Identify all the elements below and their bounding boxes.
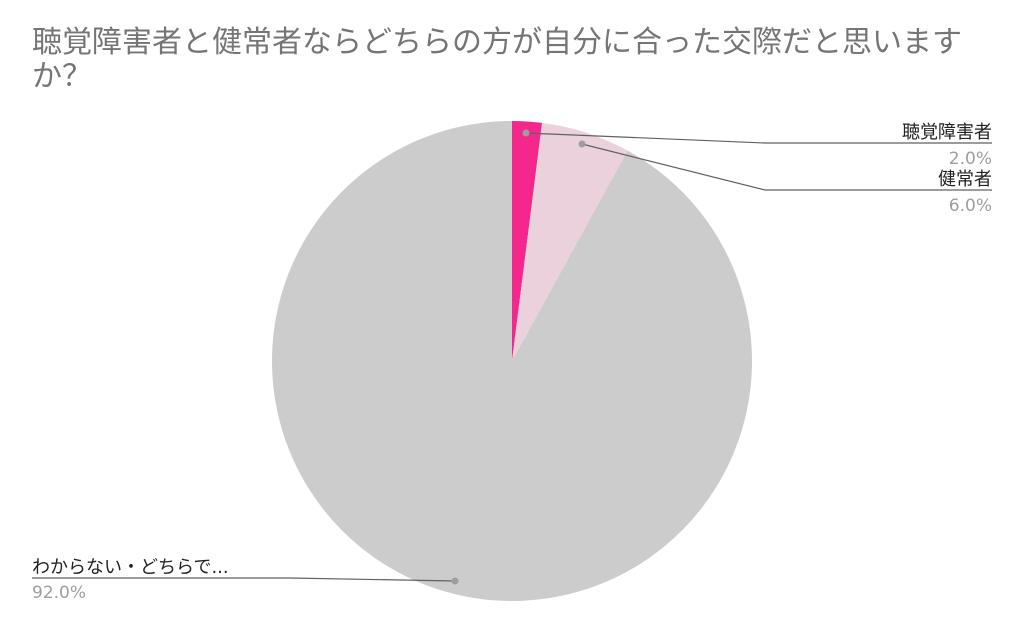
leader-line xyxy=(525,132,992,144)
pie-slice xyxy=(272,121,753,601)
slice-percent: 2.0% xyxy=(949,149,992,169)
leader-dot xyxy=(522,129,530,137)
chart-title: 聴覚障害者と健常者ならどちらの方が自分に合った交際だと思いますか？ xyxy=(32,25,962,94)
slice-percent: 6.0% xyxy=(949,196,992,216)
leader-dot xyxy=(578,140,586,148)
slice-label: わからない・どちらで... xyxy=(32,557,229,578)
slice-label: 健常者 xyxy=(938,169,992,190)
slice-percent: 92.0% xyxy=(32,583,86,603)
leader-line xyxy=(581,143,992,191)
leader-line xyxy=(32,577,456,582)
slice-label: 聴覚障害者 xyxy=(902,122,992,143)
pie-slice xyxy=(512,122,628,361)
leader-dot xyxy=(451,577,459,585)
pie-slice xyxy=(512,121,543,361)
